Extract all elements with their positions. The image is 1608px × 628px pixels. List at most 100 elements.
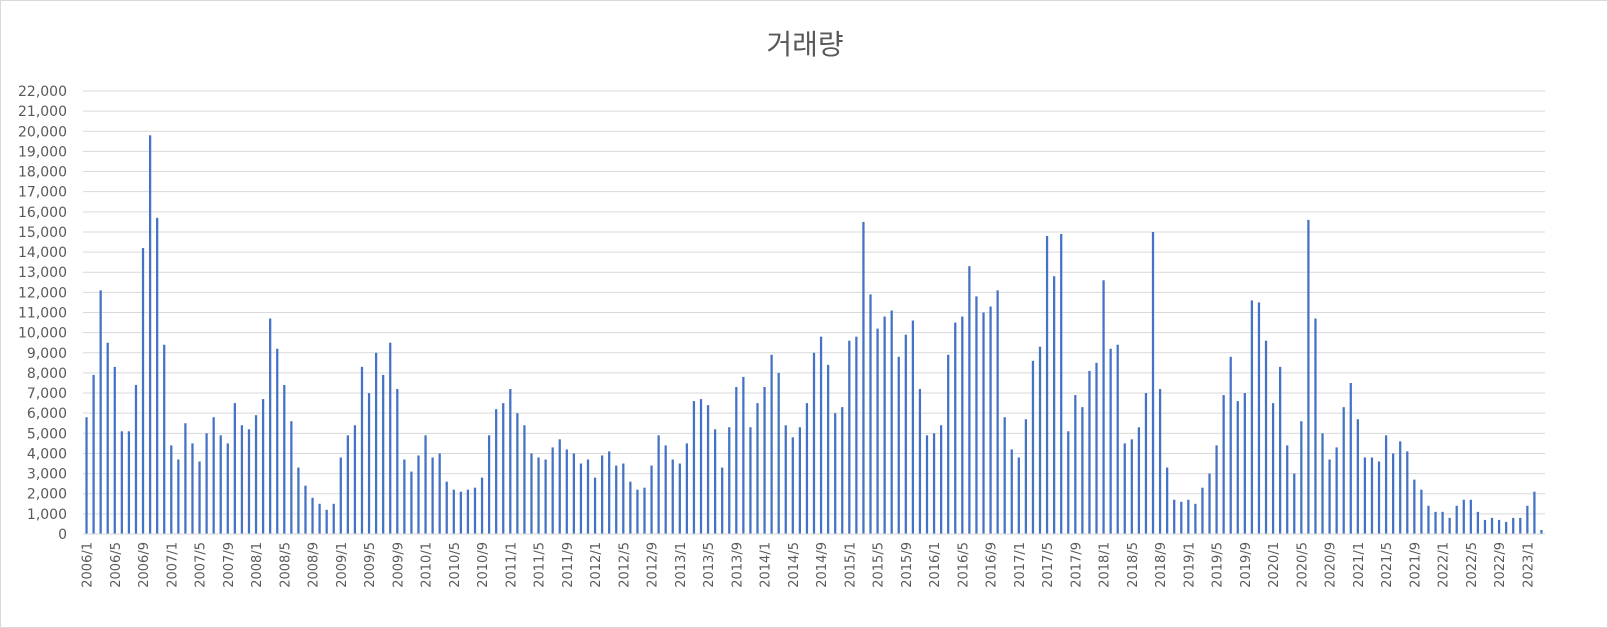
bar	[318, 503, 321, 534]
x-tick-label: 2011/1	[504, 542, 519, 588]
x-tick-label: 2014/1	[759, 542, 774, 588]
bar	[495, 409, 498, 534]
chart-title: 거래량	[766, 28, 844, 61]
bar	[650, 465, 653, 534]
bar	[904, 334, 907, 534]
gridlines	[83, 90, 1545, 515]
y-tick-label: 6,000	[27, 406, 67, 422]
x-tick-label: 2021/5	[1380, 542, 1395, 588]
x-tick-label: 2012/1	[589, 542, 604, 588]
bar	[565, 449, 568, 534]
bar	[862, 221, 865, 534]
bar	[509, 389, 512, 534]
bar	[798, 427, 801, 534]
bar	[1017, 457, 1020, 534]
bar	[163, 344, 166, 534]
bar	[367, 393, 371, 534]
bar	[127, 431, 131, 534]
bar	[1300, 421, 1303, 534]
x-tick-label: 2020/5	[1295, 542, 1310, 588]
x-tick-label: 2007/5	[194, 542, 209, 588]
bar	[240, 425, 244, 534]
x-tick-label: 2008/9	[307, 542, 322, 588]
x-tick-label: 2009/9	[391, 542, 406, 588]
x-axis-tick-labels: 2006/1 2006/5 2006/9 2007/1 2007/5 2007/9 2008…	[81, 542, 1537, 588]
bar	[156, 217, 159, 535]
bar	[1328, 459, 1331, 534]
y-tick-label: 9,000	[27, 346, 67, 362]
bar	[1144, 393, 1148, 534]
bar	[353, 425, 357, 534]
bar	[1201, 487, 1204, 534]
x-tick-label: 2018/1	[1098, 542, 1113, 588]
bar	[1314, 318, 1317, 534]
bar	[1349, 382, 1352, 534]
bar	[1279, 366, 1282, 534]
bar	[530, 453, 533, 534]
bar	[1095, 362, 1098, 534]
x-tick-label: 2017/1	[1013, 542, 1028, 588]
bar	[671, 459, 674, 534]
bar	[756, 403, 759, 534]
bar	[947, 354, 950, 534]
bar	[869, 294, 872, 534]
bar	[1434, 511, 1437, 534]
y-tick-label: 8,000	[27, 366, 67, 382]
bar	[473, 487, 477, 534]
bar	[417, 455, 420, 534]
x-tick-label: 2018/5	[1126, 542, 1141, 588]
bar	[374, 352, 378, 534]
bar	[551, 447, 554, 534]
bar	[1130, 439, 1133, 534]
bar	[1031, 360, 1035, 534]
x-tick-label: 2009/1	[335, 542, 350, 588]
bar	[1229, 356, 1232, 534]
bar	[1173, 499, 1176, 534]
bar	[141, 248, 145, 534]
bar	[841, 407, 844, 534]
bar	[1497, 519, 1501, 534]
bar	[975, 296, 978, 534]
bar	[1187, 499, 1190, 534]
bar	[212, 417, 215, 534]
bar	[1363, 457, 1367, 534]
bar	[982, 312, 985, 534]
bar	[1067, 431, 1070, 534]
bar	[940, 425, 943, 534]
bar	[1455, 505, 1458, 534]
bar	[191, 443, 194, 534]
x-tick-label: 2008/1	[250, 542, 265, 588]
bar	[1533, 491, 1536, 534]
bar	[1356, 419, 1359, 534]
bar	[106, 342, 109, 534]
bar	[1250, 300, 1254, 534]
bar	[332, 503, 335, 534]
y-tick-label: 15,000	[18, 225, 67, 241]
bar	[1476, 511, 1480, 534]
bar	[1137, 427, 1141, 534]
x-tick-label: 2019/9	[1239, 542, 1254, 588]
bar	[1420, 489, 1423, 534]
bar	[1264, 340, 1268, 534]
bar	[1158, 389, 1162, 534]
bar	[544, 459, 547, 534]
bar	[932, 433, 936, 534]
x-tick-label: 2019/1	[1182, 542, 1197, 588]
x-tick-label: 2022/5	[1465, 542, 1480, 588]
bar	[1243, 393, 1246, 534]
y-tick-label: 18,000	[18, 165, 67, 181]
y-tick-label: 13,000	[18, 265, 67, 281]
bar	[516, 413, 519, 534]
bar	[1321, 433, 1324, 534]
bar	[713, 429, 717, 534]
y-tick-label: 22,000	[18, 84, 67, 100]
bar	[1010, 449, 1013, 534]
bar	[134, 384, 138, 534]
bar	[579, 463, 583, 534]
bar	[523, 425, 526, 534]
x-tick-label: 2012/9	[646, 542, 661, 588]
y-axis-tick-labels: 0 1,000 2,000 3,000 4,000 5,000 6,000 7,000 8,00…	[18, 84, 67, 543]
bar	[1151, 231, 1155, 534]
bar	[205, 433, 208, 534]
bar	[184, 423, 187, 534]
